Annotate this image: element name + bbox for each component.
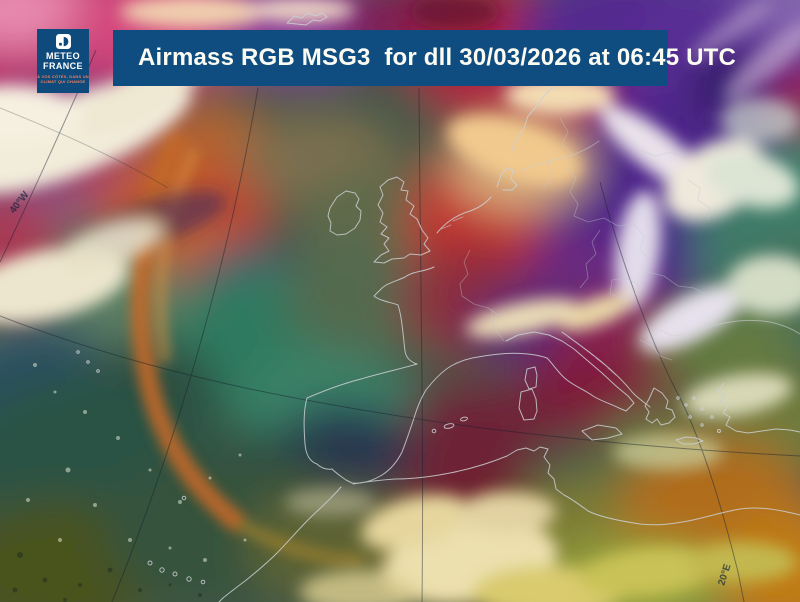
- coast-madeira: [181, 495, 187, 501]
- coast-great-britain: [373, 176, 431, 264]
- graticule-lines: [0, 49, 800, 602]
- logo-org-line1: METEO: [45, 51, 80, 61]
- speckle-clouds: [12, 363, 247, 602]
- coast-algeria: [352, 455, 508, 485]
- coast-corsica: [524, 366, 538, 390]
- title-banner: Airmass RGB MSG3 for dll 30/03/2026 at 0…: [113, 30, 736, 86]
- logo-org-name: METEO FRANCE: [43, 51, 83, 71]
- coast-denmark: [496, 167, 518, 191]
- coast-baltic: [520, 140, 600, 172]
- logo-slogan-line1: À VOS CÔTÉS, DANS UN: [37, 74, 89, 79]
- coast-adriatic-east: [561, 331, 651, 408]
- coast-iberia: [303, 363, 427, 484]
- country-borders: [459, 117, 711, 361]
- coast-north-africa-east: [506, 446, 800, 526]
- logo-org-line2: FRANCE: [43, 61, 83, 71]
- coast-morocco-atlantic: [218, 486, 342, 602]
- coast-italy-east: [505, 331, 635, 412]
- coast-italy-west: [546, 357, 627, 412]
- coast-north-sea: [436, 196, 492, 234]
- aegean-islands: [676, 396, 721, 433]
- coast-black-sea: [699, 319, 800, 335]
- banner-title: Airmass RGB MSG3 for dll 30/03/2026 at 0…: [138, 44, 737, 71]
- logo-slogan-line2: CLIMAT QUI CHANGE: [40, 79, 86, 84]
- coast-mallorca: [443, 423, 455, 429]
- coast-greece: [644, 387, 676, 426]
- coast-iceland: [286, 12, 328, 26]
- coast-norway: [510, 85, 557, 153]
- coast-gulf-of-lion: [425, 352, 548, 391]
- coast-canary-islands: [147, 560, 206, 585]
- meteo-france-logo: METEO FRANCE À VOS CÔTÉS, DANS UN CLIMAT…: [37, 29, 89, 93]
- coast-ibiza: [431, 428, 437, 434]
- coast-turkey: [717, 382, 800, 434]
- coastlines: [76, 12, 800, 602]
- coast-azores: [76, 350, 100, 373]
- coast-france-west: [373, 266, 435, 365]
- coast-sicily: [581, 424, 623, 441]
- meteo-france-icon: [55, 34, 71, 49]
- coast-crete: [675, 436, 704, 445]
- coast-sardinia: [518, 388, 538, 421]
- logo-slogan: À VOS CÔTÉS, DANS UN CLIMAT QUI CHANGE: [37, 74, 89, 84]
- coast-ireland: [327, 190, 362, 236]
- coast-menorca: [460, 416, 468, 422]
